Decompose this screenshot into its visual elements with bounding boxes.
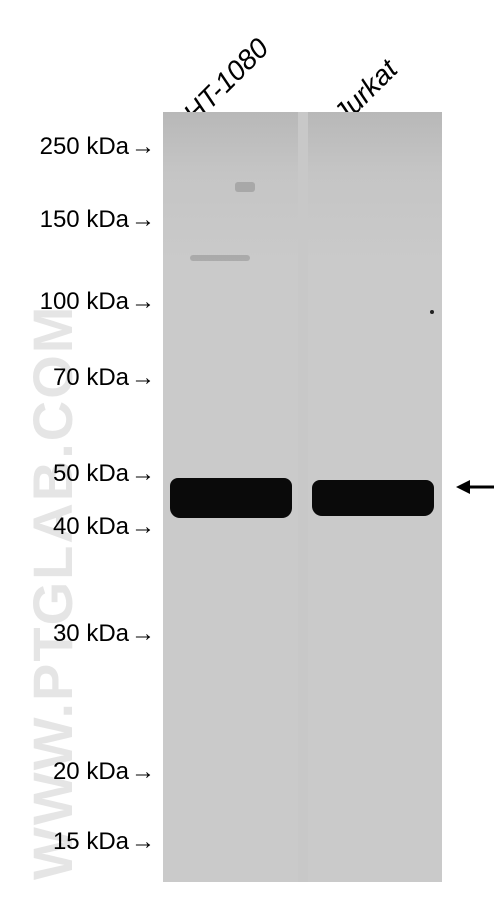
mw-40-text: 40 kDa	[53, 513, 129, 540]
faint-band-1	[235, 182, 255, 192]
arrow-icon: →	[131, 513, 155, 541]
band-lane2	[312, 480, 434, 516]
mw-50: 50 kDa→	[28, 460, 155, 488]
mw-250-text: 250 kDa	[40, 133, 129, 160]
mw-20: 20 kDa→	[28, 758, 155, 786]
mw-30-text: 30 kDa	[53, 620, 129, 647]
artifact-speck	[430, 310, 434, 314]
band-lane1	[170, 478, 292, 518]
mw-150: 150 kDa→	[15, 206, 155, 234]
arrow-left-icon	[456, 473, 496, 501]
arrow-icon: →	[131, 460, 155, 488]
arrow-icon: →	[131, 364, 155, 392]
arrow-icon: →	[131, 206, 155, 234]
arrow-icon: →	[131, 620, 155, 648]
lane-labels-group: HT-1080 Jurkat	[0, 0, 500, 110]
mw-15: 15 kDa→	[28, 828, 155, 856]
mw-150-text: 150 kDa	[40, 206, 129, 233]
mw-50-text: 50 kDa	[53, 460, 129, 487]
band-indicator-arrow	[456, 472, 496, 509]
mw-70: 70 kDa→	[28, 364, 155, 392]
mw-70-text: 70 kDa	[53, 364, 129, 391]
arrow-icon: →	[131, 288, 155, 316]
mw-100: 100 kDa→	[15, 288, 155, 316]
arrow-icon: →	[131, 758, 155, 786]
western-blot-figure: HT-1080 Jurkat WWW.PTGLAB.COM 250 kDa→ 1…	[0, 0, 500, 903]
mw-15-text: 15 kDa	[53, 828, 129, 855]
mw-250: 250 kDa→	[15, 133, 155, 161]
arrow-icon: →	[131, 828, 155, 856]
arrow-icon: →	[131, 133, 155, 161]
mw-20-text: 20 kDa	[53, 758, 129, 785]
mw-100-text: 100 kDa	[40, 288, 129, 315]
mw-30: 30 kDa→	[28, 620, 155, 648]
mw-40: 40 kDa→	[28, 513, 155, 541]
faint-band-2	[190, 255, 250, 261]
